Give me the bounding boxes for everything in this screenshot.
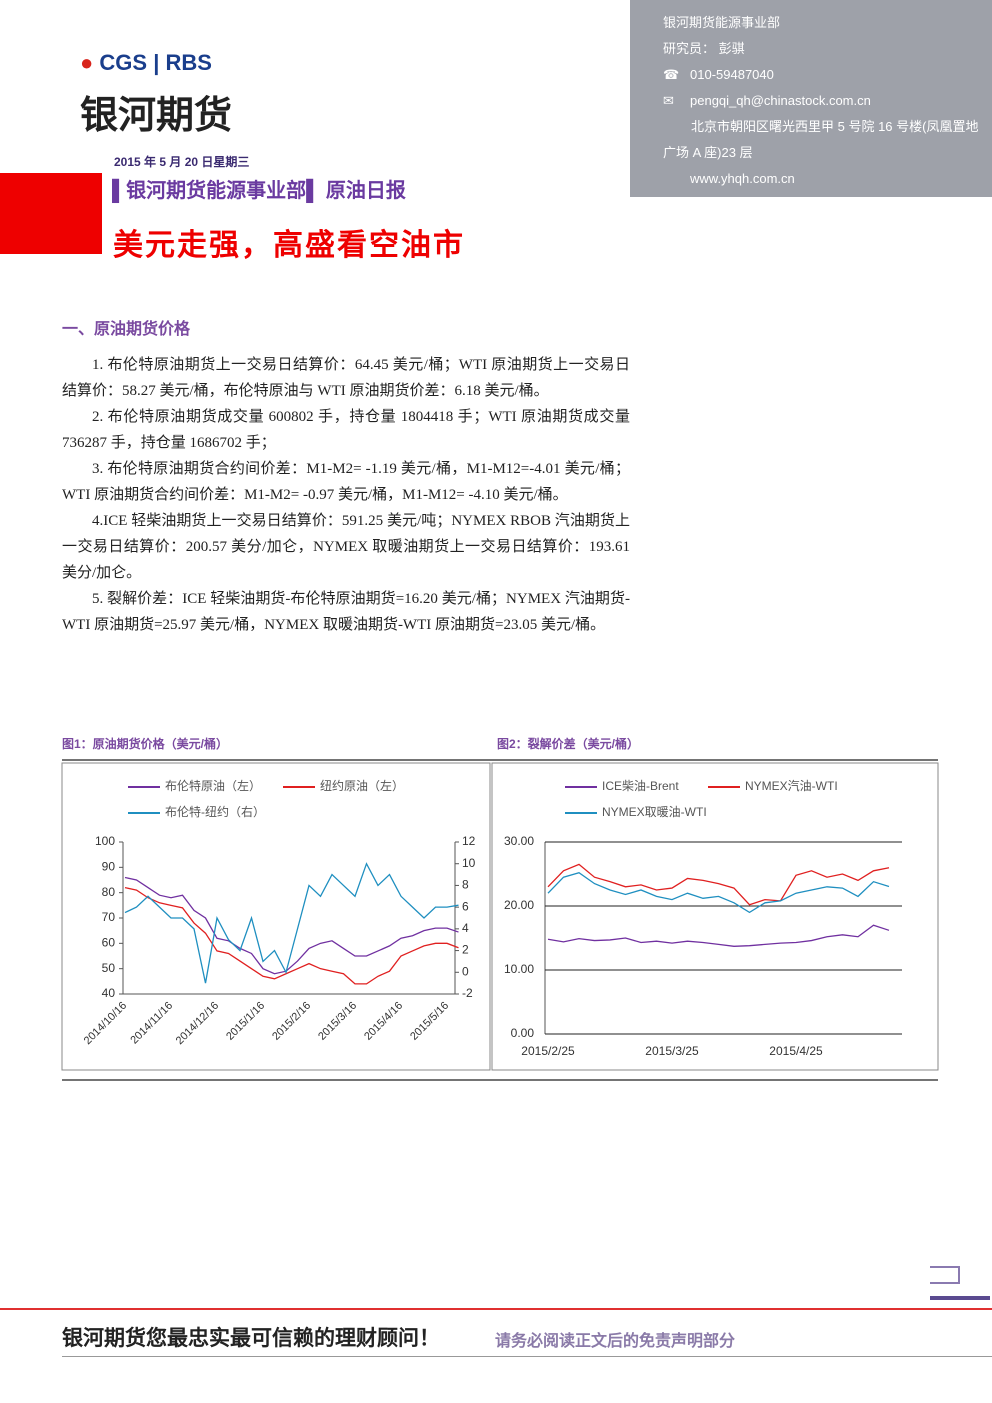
red-block [0, 173, 102, 254]
y2-tick-label: 6 [462, 899, 469, 913]
series-line [547, 924, 890, 947]
y-tick-label: 50 [102, 961, 116, 975]
chart-frame [61, 762, 491, 1071]
mail-icon: ✉ [663, 93, 674, 108]
x-tick-label: 2015/2/25 [521, 1044, 575, 1058]
x-tick-label: 2015/5/16 [408, 1000, 451, 1043]
y2-tick-label: 4 [462, 921, 469, 935]
y-tick-label: 30.00 [504, 834, 534, 848]
x-tick-label: 2015/4/25 [769, 1044, 823, 1058]
legend-label: 布伦特原油（左） [165, 778, 261, 793]
y-tick-label: 90 [102, 860, 116, 874]
y2-tick-label: 2 [462, 943, 469, 957]
report-type: 原油日报 [325, 180, 406, 202]
series-line [547, 872, 890, 914]
x-tick-label: 2015/3/16 [316, 1000, 359, 1043]
website: www.yhqh.com.cn [690, 171, 795, 186]
disclaimer: 请务必阅读正文后的免责声明部分 [495, 1333, 736, 1350]
footer-line [62, 1356, 992, 1357]
footer-rule [0, 1308, 992, 1310]
paragraph: 5. 裂解价差：ICE 轻柴油期货-布伦特原油期货=16.20 美元/桶；NYM… [62, 591, 630, 633]
y-tick-label: 100 [95, 834, 115, 848]
contact-dept: 银河期货能源事业部 [663, 15, 781, 30]
section-title: 一、原油期货价格 [62, 321, 191, 338]
y2-tick-label: 12 [462, 834, 476, 848]
figure-title: 图1：原油期货价格（美元/桶） [62, 737, 229, 751]
logo-partner: RBS [165, 50, 212, 75]
email: pengqi_qh@chinastock.com.cn [690, 93, 871, 108]
legend-label: 纽约原油（左） [320, 778, 404, 793]
legend-label: ICE柴油-Brent [602, 779, 679, 793]
paragraph: 3. 布伦特原油期货合约间价差：M1-M2= -1.19 美元/桶，M1-M12… [62, 461, 630, 503]
figure-title: 图2：裂解价差（美元/桶） [497, 737, 640, 751]
y2-tick-label: -2 [462, 986, 473, 1000]
contact-box: 银河期货能源事业部 研究员： 彭骐 ☎ 010-59487040 ✉ pengq… [630, 0, 992, 197]
series-line [124, 862, 459, 984]
x-tick-label: 2015/1/16 [224, 1000, 267, 1043]
y2-tick-label: 8 [462, 878, 469, 892]
page-bar [930, 1296, 990, 1300]
y-tick-label: 10.00 [504, 962, 534, 976]
chart-frame [491, 762, 939, 1071]
x-tick-label: 2015/4/16 [362, 1000, 405, 1043]
phone-icon: ☎ [663, 67, 680, 82]
series-line [124, 876, 459, 975]
y-tick-label: 80 [102, 885, 116, 899]
logo: ● CGS | RBS [80, 50, 212, 75]
x-tick-label: 2014/10/16 [82, 1000, 129, 1047]
paragraph: 2. 布伦特原油期货成交量 600802 手，持仓量 1804418 手；WTI… [62, 409, 630, 451]
y-tick-label: 60 [102, 936, 116, 950]
y2-tick-label: 10 [462, 856, 476, 870]
legend-label: 布伦特-纽约（右） [165, 804, 265, 819]
report-line: ▌银河期货能源事业部▌ 原油日报 [112, 180, 406, 202]
company: 银河期货 [80, 95, 233, 137]
paragraph: 1. 布伦特原油期货上一交易日结算价：64.45 美元/桶；WTI 原油期货上一… [62, 357, 630, 399]
x-tick-label: 2015/2/16 [270, 1000, 313, 1043]
y-tick-label: 70 [102, 910, 116, 924]
x-tick-label: 2014/11/16 [128, 1000, 175, 1047]
researcher: 研究员： 彭骐 [663, 41, 745, 56]
y2-tick-label: 0 [462, 964, 469, 978]
slogan: 银河期货您最忠实最可信赖的理财顾问！ [62, 1327, 440, 1350]
legend-label: NYMEX取暖油-WTI [602, 805, 707, 819]
legend-label: NYMEX汽油-WTI [745, 778, 838, 793]
logo-brand: CGS [99, 50, 148, 75]
paragraph: 4.ICE 轻柴油期货上一交易日结算价：591.25 美元/吨；NYMEX RB… [62, 513, 630, 581]
x-tick-label: 2014/12/16 [174, 1000, 221, 1047]
address: 北京市朝阳区曙光西里甲 5 号院 16 号楼(凤凰置地广场 A 座)23 层 [663, 119, 979, 160]
report-date: 2015 年 5 月 20 日星期三 [114, 155, 250, 169]
series-line [547, 863, 890, 906]
phone: 010-59487040 [690, 67, 774, 82]
headline: 美元走强，高盛看空油市 [113, 229, 465, 262]
y-tick-label: 0.00 [511, 1026, 535, 1040]
y-tick-label: 40 [102, 986, 116, 1000]
x-tick-label: 2015/3/25 [645, 1044, 699, 1058]
y-tick-label: 20.00 [504, 898, 534, 912]
page-icon [930, 1266, 960, 1284]
report-dept: 银河期货能源事业部 [126, 180, 307, 202]
series-line [124, 886, 459, 985]
paragraphs: 1. 布伦特原油期货上一交易日结算价：64.45 美元/桶；WTI 原油期货上一… [62, 352, 630, 638]
